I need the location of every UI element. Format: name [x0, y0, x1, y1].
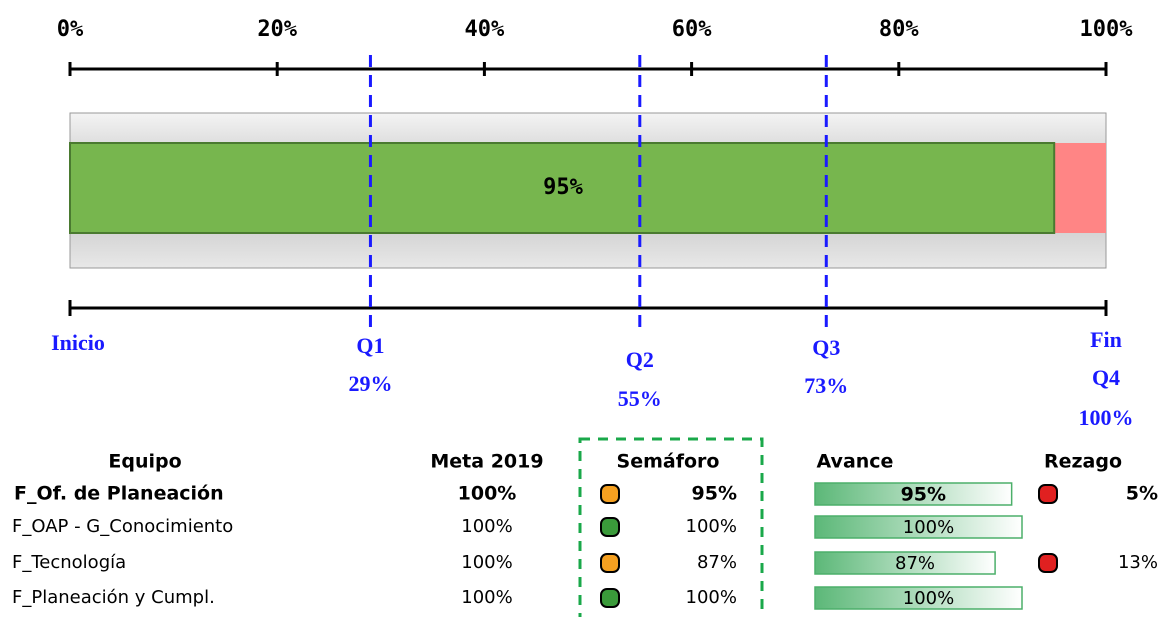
status-light [600, 517, 620, 537]
progress-rest [1054, 143, 1106, 233]
avance-value: 100% [903, 517, 954, 538]
semaforo-value: 100% [686, 587, 737, 608]
status-light [600, 484, 620, 504]
status-light [1038, 553, 1058, 573]
semaforo-value: 95% [692, 483, 737, 505]
meta-value: 100% [461, 516, 512, 537]
team-name: F_OAP - G_Conocimiento [12, 516, 233, 537]
progress-label: 95% [543, 175, 583, 200]
column-header: Avance [817, 451, 894, 473]
rezago-value: 13% [1118, 552, 1158, 573]
avance-bar [814, 515, 1023, 539]
column-header: Meta 2019 [430, 451, 543, 473]
column-header: Semáforo [617, 451, 720, 473]
milestone-value: 55% [618, 386, 662, 411]
column-header: Rezago [1044, 451, 1122, 473]
semaforo-value: 100% [686, 516, 737, 537]
avance-value: 100% [903, 588, 954, 609]
avance-bar [814, 482, 1013, 506]
milestone-quarter: Q4 [1092, 365, 1120, 390]
avance-value: 87% [895, 553, 935, 574]
avance-value: 95% [901, 484, 946, 506]
tick-label: 60% [672, 17, 712, 42]
tick-label: 20% [257, 17, 297, 42]
milestone-name: Fin [1090, 327, 1122, 352]
avance-bar [814, 586, 1023, 610]
meta-value: 100% [461, 552, 512, 573]
status-light [600, 588, 620, 608]
tick-label: 40% [465, 17, 505, 42]
tick-label: 0% [57, 17, 84, 42]
semaforo-box [578, 437, 764, 617]
milestone-value: 73% [804, 373, 848, 398]
team-name: F_Planeación y Cumpl. [12, 587, 215, 608]
meta-value: 100% [458, 483, 517, 505]
tick-label: 100% [1080, 17, 1134, 42]
column-header: Equipo [108, 451, 181, 473]
rezago-value: 5% [1126, 483, 1158, 505]
milestone-value: 100% [1079, 405, 1134, 430]
milestone-name: Q2 [626, 347, 654, 372]
meta-value: 100% [461, 587, 512, 608]
semaforo-value: 87% [697, 552, 737, 573]
status-light [1038, 484, 1058, 504]
milestone-name: Inicio [51, 330, 105, 355]
milestone-value: 29% [348, 371, 392, 396]
team-name: F_Tecnología [12, 552, 126, 573]
milestone-name: Q1 [356, 333, 384, 358]
tick-label: 80% [879, 17, 919, 42]
milestone-name: Q3 [812, 335, 840, 360]
team-name: F_Of. de Planeación [14, 483, 224, 505]
avance-bar [814, 551, 996, 575]
status-light [600, 553, 620, 573]
progress-bar [69, 142, 1056, 234]
